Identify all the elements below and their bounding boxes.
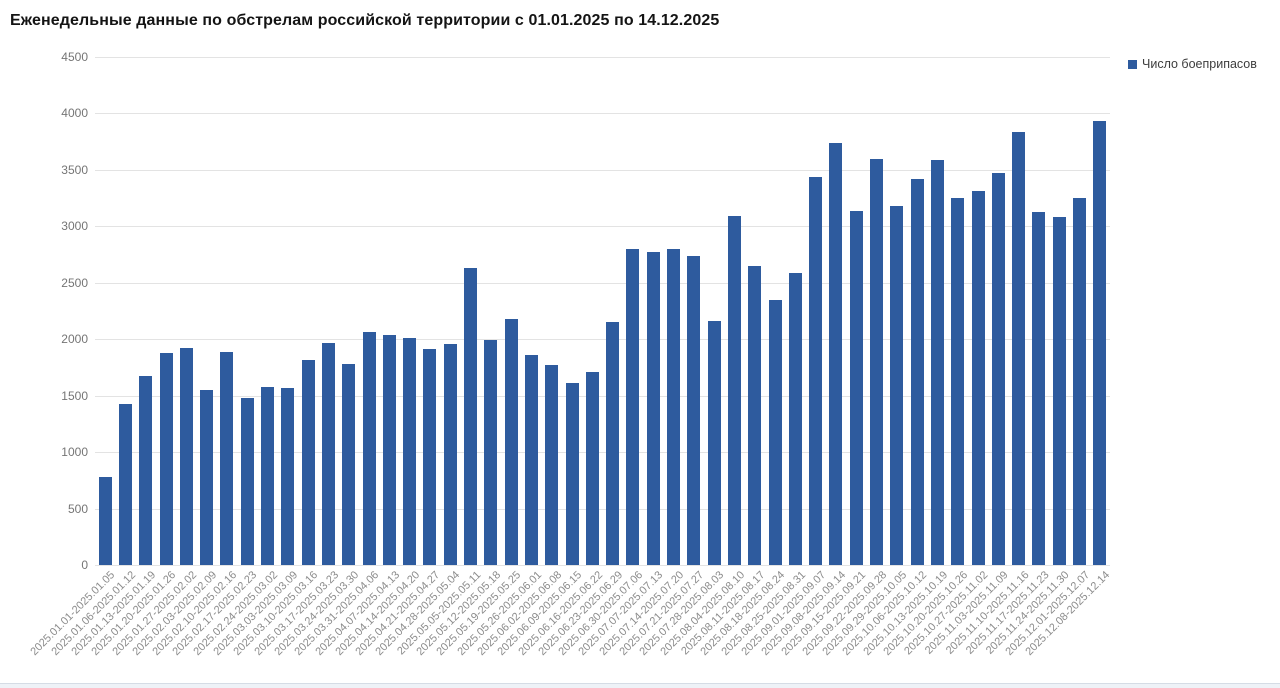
bar-34[interactable] (768, 299, 782, 565)
bar-2[interactable] (118, 403, 132, 565)
bar-39[interactable] (870, 158, 884, 565)
bar-17[interactable] (423, 349, 437, 565)
y-tick-label-2500: 2500 (61, 275, 88, 290)
bar-29[interactable] (667, 248, 681, 565)
bar-7[interactable] (220, 351, 234, 565)
bar-18[interactable] (443, 343, 457, 565)
bar-16[interactable] (403, 338, 417, 565)
chart-title: Еженедельные данные по обстрелам российс… (10, 12, 720, 29)
bar-48[interactable] (1052, 217, 1066, 565)
bar-46[interactable] (1012, 131, 1026, 565)
y-tick-label-3000: 3000 (61, 219, 88, 234)
y-tick-label-500: 500 (67, 501, 88, 516)
gridline-1000 (95, 452, 1110, 454)
y-tick-label-1500: 1500 (61, 388, 88, 403)
bar-23[interactable] (545, 365, 559, 565)
gridline-2000 (95, 339, 1110, 341)
bar-43[interactable] (951, 198, 965, 565)
bar-11[interactable] (301, 359, 315, 565)
bar-36[interactable] (809, 176, 823, 565)
gridline-500 (95, 508, 1110, 510)
bar-4[interactable] (159, 352, 173, 565)
bar-14[interactable] (362, 332, 376, 565)
y-tick-label-0: 0 (81, 558, 88, 572)
plot-area (95, 57, 1110, 566)
bar-42[interactable] (930, 159, 944, 565)
y-tick-label-4000: 4000 (61, 106, 88, 121)
bar-35[interactable] (788, 272, 802, 565)
window-bottom-edge (0, 683, 1280, 688)
legend: Число боеприпасов (1128, 57, 1257, 71)
bar-32[interactable] (727, 216, 741, 565)
x-axis-labels: 2025.01.01-2025.01.05 2025.01.06-2025.01.… (29, 569, 1113, 685)
legend-marker-icon (1128, 59, 1137, 69)
bar-1[interactable] (98, 476, 112, 565)
bar-47[interactable] (1032, 211, 1046, 565)
y-tick-label-1000: 1000 (61, 445, 88, 460)
bar-30[interactable] (687, 255, 701, 565)
bar-49[interactable] (1073, 198, 1087, 565)
bar-21[interactable] (504, 318, 518, 565)
bar-19[interactable] (464, 268, 478, 565)
bar-44[interactable] (971, 191, 985, 565)
bar-38[interactable] (849, 210, 863, 565)
bar-50[interactable] (1093, 121, 1107, 565)
bar-10[interactable] (281, 387, 295, 565)
gridline-1500 (95, 395, 1110, 397)
y-tick-label-2000: 2000 (61, 332, 88, 347)
bar-25[interactable] (585, 371, 599, 565)
gridline-4500 (95, 57, 1110, 58)
gridline-3000 (95, 226, 1110, 228)
gridline-2500 (95, 282, 1110, 284)
gridline-4000 (95, 113, 1110, 115)
bar-28[interactable] (646, 252, 660, 565)
bar-24[interactable] (565, 383, 579, 565)
bar-22[interactable] (524, 355, 538, 565)
bar-31[interactable] (707, 321, 721, 565)
bar-41[interactable] (910, 178, 924, 565)
bar-20[interactable] (484, 340, 498, 565)
gridline-0 (95, 565, 1110, 566)
bar-45[interactable] (991, 173, 1005, 565)
bar-8[interactable] (240, 397, 254, 565)
bar-37[interactable] (829, 142, 843, 565)
bar-3[interactable] (139, 376, 153, 565)
legend-item-munitions[interactable]: Число боеприпасов (1142, 57, 1257, 71)
bar-33[interactable] (748, 265, 762, 565)
bar-27[interactable] (626, 248, 640, 565)
bar-6[interactable] (200, 390, 214, 565)
bar-13[interactable] (342, 364, 356, 565)
y-tick-label-3500: 3500 (61, 162, 88, 177)
bar-26[interactable] (606, 322, 620, 565)
gridline-3500 (95, 169, 1110, 171)
bar-9[interactable] (261, 386, 275, 565)
bar-40[interactable] (890, 206, 904, 565)
bar-5[interactable] (179, 348, 193, 565)
bar-15[interactable] (382, 334, 396, 565)
bar-12[interactable] (321, 342, 335, 565)
y-tick-label-4500: 4500 (61, 50, 88, 64)
